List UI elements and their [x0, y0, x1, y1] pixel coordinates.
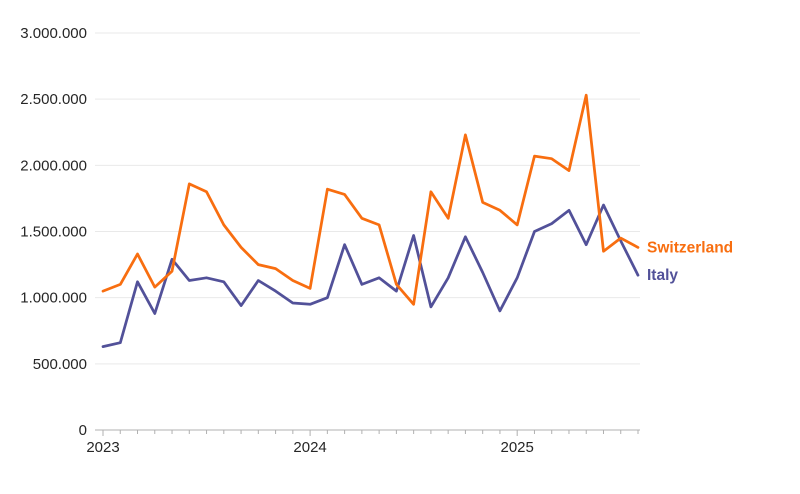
y-axis-tick-label: 2.000.000 [20, 157, 87, 174]
y-axis-tick-label: 2.500.000 [20, 91, 87, 108]
y-axis-tick-label: 1.500.000 [20, 224, 87, 241]
y-axis-tick-label: 3.000.000 [20, 25, 87, 42]
series-label-italy: Italy [647, 267, 678, 284]
series-label-switzerland: Switzerland [647, 239, 733, 256]
x-axis-year-label: 2025 [501, 439, 534, 456]
series-line-italy [101, 203, 640, 348]
y-axis-tick-label: 0 [79, 422, 87, 439]
x-axis-year-label: 2024 [293, 439, 326, 456]
series-line-switzerland [101, 93, 640, 306]
x-axis-year-label: 2023 [86, 439, 119, 456]
y-axis-tick-label: 1.000.000 [20, 290, 87, 307]
y-axis-tick-label: 500.000 [33, 356, 87, 373]
